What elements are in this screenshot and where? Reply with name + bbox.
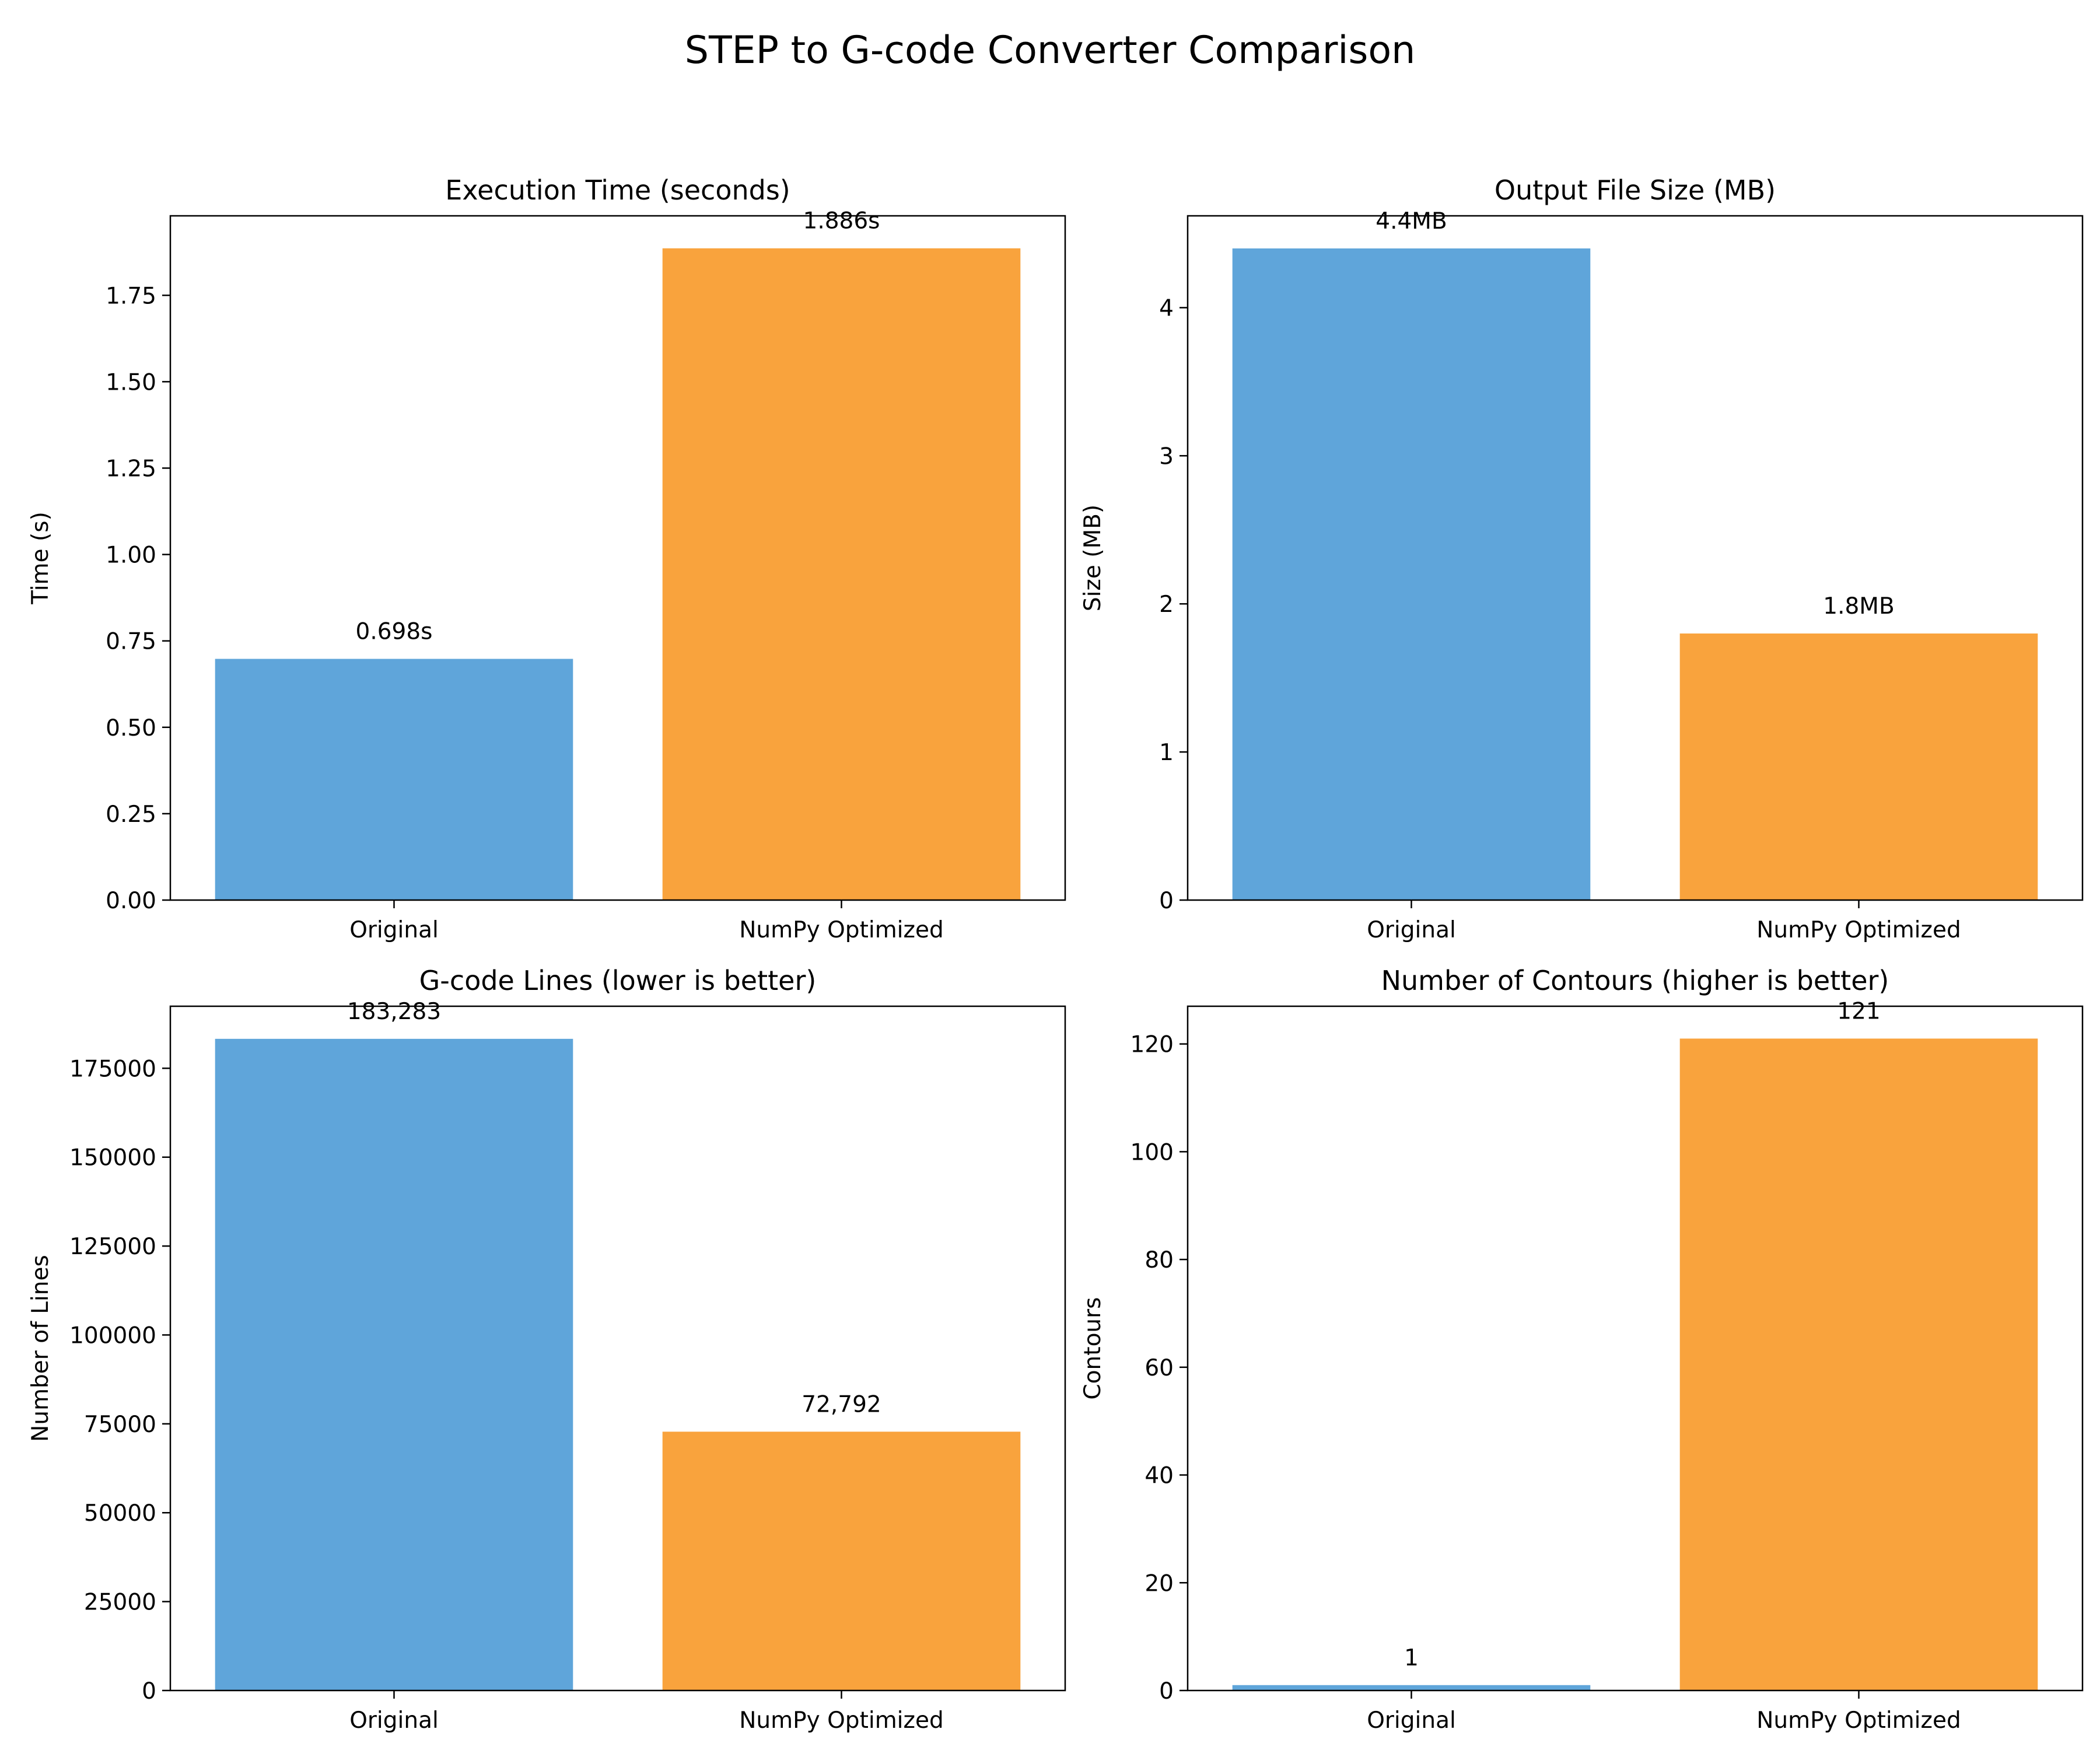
bar-numpy-optimized: [1679, 633, 2038, 900]
y-tick-label: 40: [1144, 1463, 1174, 1489]
y-tick-label: 50000: [84, 1500, 156, 1527]
panel-title: Output File Size (MB): [1494, 174, 1776, 206]
data-label: 183,283: [347, 999, 441, 1025]
panel-title: Execution Time (seconds): [445, 174, 790, 206]
data-label: 4.4MB: [1376, 208, 1447, 235]
y-axis-label: Size (MB): [1080, 505, 1106, 611]
y-tick-label: 0.00: [106, 888, 156, 914]
x-tick-label: Original: [1367, 917, 1456, 943]
data-label: 1.886s: [803, 208, 880, 235]
y-tick-label: 150000: [69, 1145, 156, 1171]
y-tick-label: 1.50: [106, 369, 156, 396]
bar-numpy-optimized: [662, 1432, 1021, 1690]
axes-frame: [1186, 1005, 2084, 1692]
x-tick-label: NumPy Optimized: [739, 917, 944, 943]
axes-frame: [169, 1005, 1066, 1692]
y-tick-label: 1.75: [106, 283, 156, 309]
bar-original: [215, 659, 573, 900]
panel-title: G-code Lines (lower is better): [419, 965, 817, 996]
x-tick-label: NumPy Optimized: [1756, 1707, 1961, 1734]
y-tick-label: 0.25: [106, 802, 156, 828]
y-tick-label: 0: [1159, 888, 1174, 914]
data-label: 72,792: [802, 1391, 881, 1418]
y-tick-label: 20: [1144, 1570, 1174, 1597]
bar-original: [1232, 248, 1591, 900]
y-tick-label: 1.00: [106, 542, 156, 569]
y-tick-label: 3: [1159, 443, 1174, 470]
y-tick-label: 2: [1159, 592, 1174, 618]
chart-panel-4: 0 20 40 60 80 100 120 Original NumPy Optimized 1 1…: [1080, 965, 2084, 1734]
bar-original: [215, 1038, 573, 1690]
chart-panel-2: 0 1 2 3 4 Original NumPy Optimized 4.4MB 1.8MB Ou…: [1080, 174, 2084, 943]
x-tick-label: NumPy Optimized: [1756, 917, 1961, 943]
y-tick-label: 75000: [84, 1412, 156, 1438]
y-tick-label: 100: [1130, 1139, 1174, 1166]
data-label: 0.698s: [356, 618, 433, 645]
data-label: 1: [1404, 1645, 1419, 1671]
x-tick-label: NumPy Optimized: [739, 1707, 944, 1734]
chart-panel-1: 0.00 0.25 0.50 0.75 1.00 1.25 1.50 1.75 Original…: [27, 174, 1066, 943]
y-axis-label: Time (s): [27, 512, 54, 605]
y-tick-label: 0: [1159, 1678, 1174, 1704]
y-tick-label: 4: [1159, 295, 1174, 321]
y-tick-label: 0.50: [106, 715, 156, 741]
y-tick-label: 0.75: [106, 629, 156, 655]
y-tick-label: 120: [1130, 1032, 1174, 1058]
bar-numpy-optimized: [1679, 1038, 2038, 1690]
panel-title: Number of Contours (higher is better): [1381, 965, 1889, 996]
y-tick-label: 100000: [69, 1322, 156, 1349]
y-tick-label: 25000: [84, 1590, 156, 1616]
bar-numpy-optimized: [662, 248, 1021, 900]
y-tick-label: 1: [1159, 740, 1174, 766]
data-label: 1.8MB: [1823, 593, 1894, 620]
y-axis-label: Contours: [1080, 1297, 1106, 1399]
chart-panels: 0.00 0.25 0.50 0.75 1.00 1.25 1.50 1.75 Original…: [27, 174, 2084, 1734]
figure-title: STEP to G-code Converter Comparison: [685, 29, 1416, 72]
y-tick-label: 80: [1144, 1247, 1174, 1273]
chart-panel-3: 0 25000 50000 75000 100000 125000 150000 175000…: [27, 965, 1066, 1734]
y-tick-label: 0: [142, 1678, 156, 1704]
x-tick-label: Original: [349, 917, 439, 943]
axes-frame: [1186, 215, 2084, 901]
y-axis-label: Number of Lines: [27, 1255, 54, 1442]
y-tick-label: 60: [1144, 1355, 1174, 1381]
data-label: 121: [1837, 998, 1880, 1024]
axes-frame: [169, 215, 1066, 901]
x-tick-label: Original: [349, 1707, 439, 1734]
y-tick-label: 125000: [69, 1234, 156, 1260]
x-tick-label: Original: [1367, 1707, 1456, 1734]
y-tick-label: 175000: [69, 1056, 156, 1082]
y-tick-label: 1.25: [106, 456, 156, 482]
bar-original: [1232, 1685, 1591, 1690]
